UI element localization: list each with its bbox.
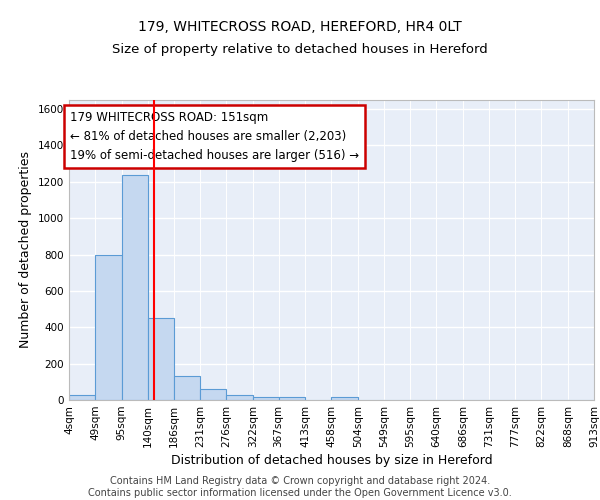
Bar	[331, 398, 358, 400]
Bar	[253, 398, 278, 400]
Text: Size of property relative to detached houses in Hereford: Size of property relative to detached ho…	[112, 42, 488, 56]
Bar	[200, 389, 226, 400]
Text: Contains HM Land Registry data © Crown copyright and database right 2024.
Contai: Contains HM Land Registry data © Crown c…	[88, 476, 512, 498]
Text: 179, WHITECROSS ROAD, HEREFORD, HR4 0LT: 179, WHITECROSS ROAD, HEREFORD, HR4 0LT	[138, 20, 462, 34]
Bar	[278, 398, 305, 400]
Bar	[226, 396, 253, 400]
Bar	[122, 174, 148, 400]
Bar	[148, 318, 174, 400]
Text: 179 WHITECROSS ROAD: 151sqm
← 81% of detached houses are smaller (2,203)
19% of : 179 WHITECROSS ROAD: 151sqm ← 81% of det…	[70, 111, 359, 162]
Bar	[174, 376, 200, 400]
Bar	[69, 396, 95, 400]
X-axis label: Distribution of detached houses by size in Hereford: Distribution of detached houses by size …	[170, 454, 493, 467]
Bar	[95, 254, 122, 400]
Y-axis label: Number of detached properties: Number of detached properties	[19, 152, 32, 348]
